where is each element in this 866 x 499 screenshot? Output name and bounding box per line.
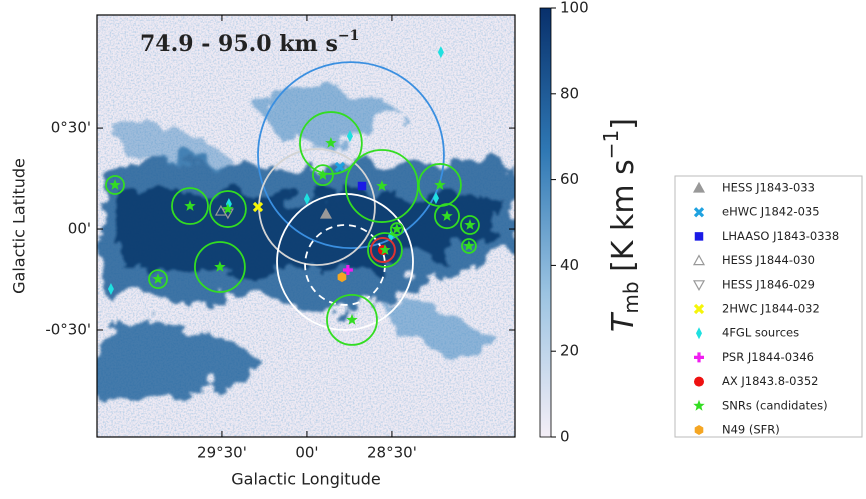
cb-exponent: −1 xyxy=(599,130,623,159)
colorbar-tick-label: 20 xyxy=(560,342,579,360)
x-tick-label: 28°30' xyxy=(367,444,417,462)
x-tick-label: 00' xyxy=(295,444,318,462)
legend-label: eHWC J1842-035 xyxy=(722,205,820,219)
marker xyxy=(358,182,367,191)
cb-subscript: mb xyxy=(619,281,643,313)
cb-close: ] xyxy=(606,118,641,130)
legend-label: SNRs (candidates) xyxy=(722,398,828,412)
legend-label: 2HWC J1844-032 xyxy=(722,302,820,316)
y-tick-label: 00' xyxy=(68,220,91,238)
colorbar xyxy=(540,8,551,437)
x-tick-label: 29°30' xyxy=(197,444,247,462)
legend-label: N49 (SFR) xyxy=(722,423,780,437)
colorbar-tick-label: 100 xyxy=(560,0,589,17)
title-superscript: −1 xyxy=(338,28,359,44)
map-title: 74.9 - 95.0 km s−1 xyxy=(140,28,359,57)
legend-label: LHAASO J1843-0338 xyxy=(722,229,839,243)
colorbar-tick-label: 0 xyxy=(560,428,570,446)
legend-label: AX J1843.8-0352 xyxy=(722,374,818,388)
legend-label: 4FGL sources xyxy=(722,326,799,340)
legend-label: HESS J1843-033 xyxy=(722,181,815,195)
legend-marker xyxy=(695,232,704,241)
cb-unit: [K km s xyxy=(606,159,641,281)
legend-label: HESS J1846-029 xyxy=(722,277,815,291)
colorbar-label: Tmb [K km s−1] xyxy=(599,118,643,332)
colorbar-tick-label: 40 xyxy=(560,256,579,274)
legend-label: PSR J1844-0346 xyxy=(722,350,814,364)
figure: 74.9 - 95.0 km s−1 Galactic Longitude Ga… xyxy=(0,0,866,495)
legend-label: HESS J1844-030 xyxy=(722,253,815,267)
y-tick-label: 0°30' xyxy=(51,119,91,137)
legend-marker xyxy=(694,377,704,387)
colorbar-tick-label: 80 xyxy=(560,84,579,102)
colorbar-tick-label: 60 xyxy=(560,170,579,188)
title-text: 74.9 - 95.0 km s xyxy=(140,31,338,57)
y-tick-label: -0°30' xyxy=(45,320,91,338)
x-axis-label: Galactic Longitude xyxy=(231,470,380,489)
y-axis-label: Galactic Latitude xyxy=(10,158,29,294)
